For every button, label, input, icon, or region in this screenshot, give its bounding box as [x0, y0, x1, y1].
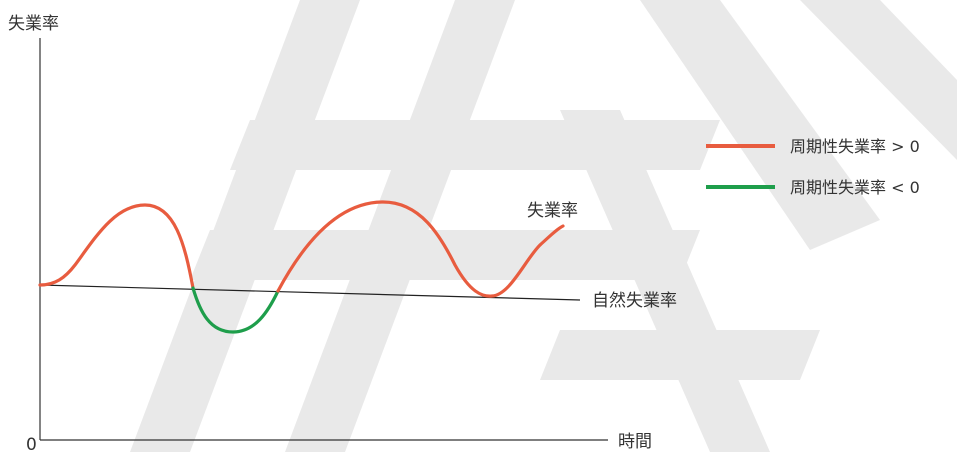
legend-negative-label: 周期性失業率 < 0 — [790, 178, 920, 197]
legend-positive-label: 周期性失業率 > 0 — [790, 137, 920, 156]
y-axis-label: 失業率 — [8, 14, 59, 34]
negative-segment — [191, 286, 280, 334]
legend: 周期性失業率 > 0 周期性失業率 < 0 — [706, 137, 920, 197]
origin-label: 0 — [26, 435, 37, 452]
watermark — [130, 0, 957, 452]
positive-segment-1 — [38, 203, 195, 290]
positive-segment-2 — [276, 200, 565, 298]
unemployment-curve-label: 失業率 — [527, 201, 578, 221]
x-axis-label: 時間 — [618, 432, 652, 452]
natural-rate-label: 自然失業率 — [592, 291, 677, 311]
